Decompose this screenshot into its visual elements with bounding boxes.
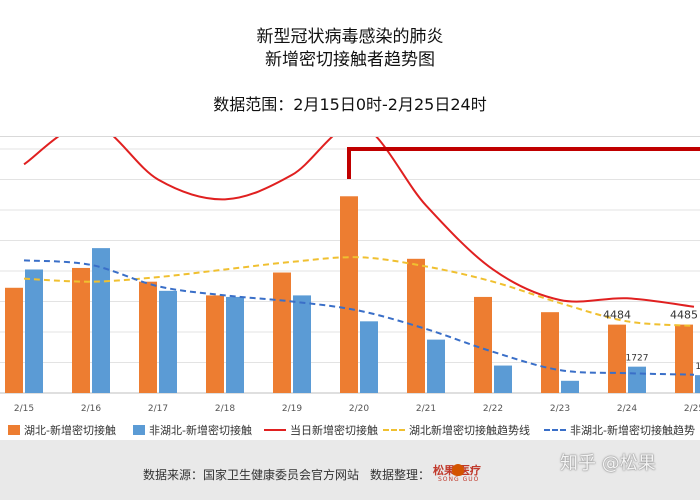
- legend-label-daily: 当日新增密切接触: [290, 424, 378, 437]
- x-tick-label: 2/16: [81, 404, 101, 414]
- legend-label-hubei-trend: 湖北新增密切接触趋势线: [409, 424, 530, 437]
- legend-label-nonhubei-trend: 非湖北-新增密切接触趋势: [570, 424, 695, 437]
- bar-hubei: [675, 324, 693, 393]
- x-tick-label: 2/22: [483, 404, 503, 414]
- bar-hubei: [407, 258, 425, 393]
- bar-nonhubei: [159, 290, 177, 393]
- x-tick-label: 2/25: [684, 404, 700, 414]
- bar-hubei: [474, 296, 492, 393]
- data-label: 1727: [626, 354, 649, 364]
- data-label: 117: [695, 362, 700, 372]
- watermark-text: 知乎 @松果: [560, 453, 656, 474]
- legend-swatch-nonhubei-trend: [544, 429, 566, 431]
- data-source-text: 数据来源：国家卫生健康委员会官方网站: [143, 468, 360, 482]
- x-tick-label: 2/20: [349, 404, 369, 414]
- legend-swatch-hubei-trend: [383, 429, 405, 431]
- bar-nonhubei: [494, 365, 512, 393]
- series-line-hubei-trend: [23, 256, 695, 327]
- brand-logo-icon: [452, 464, 464, 476]
- x-tick-label: 2/17: [148, 404, 168, 414]
- trend-chart: 4484 4485 1727 117 2/15 2/16 2/17 2/18 2/19 2/20 2…: [0, 137, 700, 414]
- x-tick-label: 2/18: [215, 404, 235, 414]
- legend-item-hubei: 湖北-新增密切接触: [8, 422, 116, 438]
- bar-nonhubei: [427, 339, 445, 393]
- bar-nonhubei: [628, 366, 646, 393]
- legend-item-hubei-trend: 湖北新增密切接触趋势线: [383, 422, 530, 438]
- legend-swatch-daily: [264, 429, 286, 431]
- x-tick-label: 2/19: [282, 404, 302, 414]
- data-range-label: 数据范围：2月15日0时-2月25日24时: [213, 95, 487, 114]
- bar-nonhubei: [695, 375, 700, 393]
- bar-hubei: [608, 324, 626, 393]
- legend-swatch-hubei: [8, 425, 20, 435]
- x-tick-label: 2/24: [617, 404, 637, 414]
- bar-hubei: [139, 281, 157, 393]
- series-line-daily: [23, 137, 695, 308]
- chart-legend: 湖北-新增密切接触 非湖北-新增密切接触 当日新增密切接触 湖北新增密切接触趋势…: [0, 418, 700, 440]
- highlight-bracket: [347, 147, 700, 179]
- series-line-nonhubei-trend: [23, 259, 695, 376]
- bar-nonhubei: [293, 295, 311, 393]
- chart-title-line1: 新型冠状病毒感染的肺炎: [256, 27, 444, 47]
- legend-item-daily: 当日新增密切接触: [264, 422, 378, 438]
- bar-hubei: [5, 287, 23, 393]
- data-label: 4485: [670, 309, 698, 322]
- bar-nonhubei: [25, 269, 43, 393]
- legend-item-nonhubei: 非湖北-新增密切接触: [133, 422, 252, 438]
- bar-hubei: [273, 272, 291, 393]
- bar-nonhubei: [360, 321, 378, 393]
- bar-nonhubei: [561, 380, 579, 393]
- legend-label-hubei: 湖北-新增密切接触: [24, 424, 116, 437]
- bar-hubei: [206, 295, 224, 393]
- bar-nonhubei: [92, 248, 110, 393]
- data-organizer-label: 数据整理：: [370, 468, 431, 482]
- chart-title-line2: 新增密切接触者趋势图: [265, 50, 435, 70]
- chart-panel: 4484 4485 1727 117 2/15 2/16 2/17 2/18 2/19 2/20 2…: [0, 136, 700, 419]
- legend-label-nonhubei: 非湖北-新增密切接触: [149, 424, 252, 437]
- x-tick-label: 2/21: [416, 404, 436, 414]
- chart-footer: 数据来源：国家卫生健康委员会官方网站 数据整理： 松果 医疗 SONG GUO: [0, 440, 700, 500]
- x-tick-label: 2/23: [550, 404, 570, 414]
- bar-nonhubei: [226, 296, 244, 393]
- bar-hubei: [72, 267, 90, 393]
- legend-item-nonhubei-trend: 非湖北-新增密切接触趋势: [544, 422, 695, 438]
- bar-hubei: [541, 312, 559, 393]
- legend-swatch-nonhubei: [133, 425, 145, 435]
- chart-header: 新型冠状病毒感染的肺炎 新增密切接触者趋势图 数据范围：2月15日0时-2月25…: [0, 0, 700, 135]
- data-label: 4484: [603, 309, 631, 322]
- brand-logo-subtext: SONG GUO: [438, 476, 480, 483]
- bar-hubei: [340, 196, 358, 393]
- x-tick-label: 2/15: [14, 404, 34, 414]
